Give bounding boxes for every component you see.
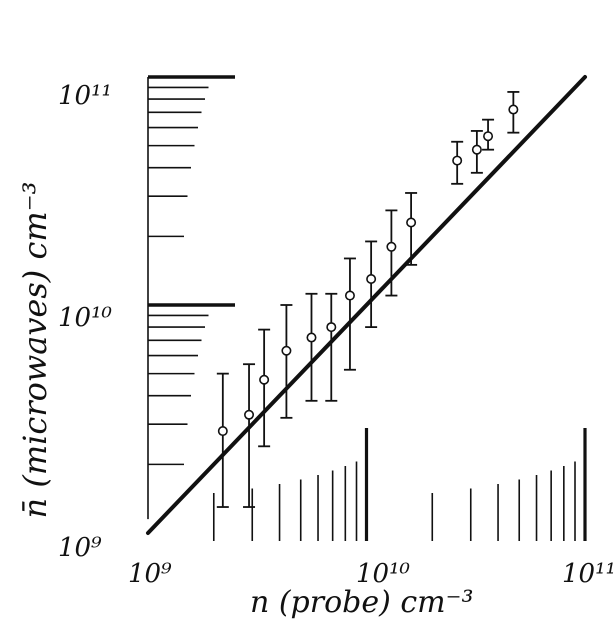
data-point: [344, 290, 355, 301]
x-axis-label: n (probe) cm⁻³: [250, 585, 473, 620]
x-tick-label-1e11: 10¹¹: [562, 559, 616, 589]
x-tick-label-1e9: 10⁹: [128, 559, 172, 589]
y-tick-label-1e9: 10⁹: [58, 533, 102, 563]
y-minor-ticks: [148, 86, 209, 466]
data-point: [326, 322, 337, 333]
data-point: [281, 345, 292, 356]
data-point: [244, 409, 255, 420]
x-minor-ticks: [212, 461, 576, 541]
data-points: [216, 91, 520, 508]
y-tick-label-1e10: 10¹⁰: [58, 303, 113, 333]
data-point: [259, 374, 270, 385]
data-point: [508, 104, 519, 115]
x-tick-label-1e10: 10¹⁰: [356, 559, 411, 589]
data-point: [471, 144, 482, 155]
reference-line: [146, 75, 587, 535]
data-point: [366, 274, 377, 285]
y-axis-label: n̄ (microwaves) cm⁻³: [16, 182, 54, 519]
data-point: [217, 426, 228, 437]
reference-line-group: [146, 75, 587, 535]
data-point: [483, 131, 494, 142]
major-ticks: [147, 75, 587, 541]
y-tick-label-1e11: 10¹¹: [58, 81, 112, 111]
data-point: [452, 155, 463, 166]
data-point: [406, 217, 417, 228]
data-point: [306, 332, 317, 343]
data-point: [386, 241, 397, 252]
